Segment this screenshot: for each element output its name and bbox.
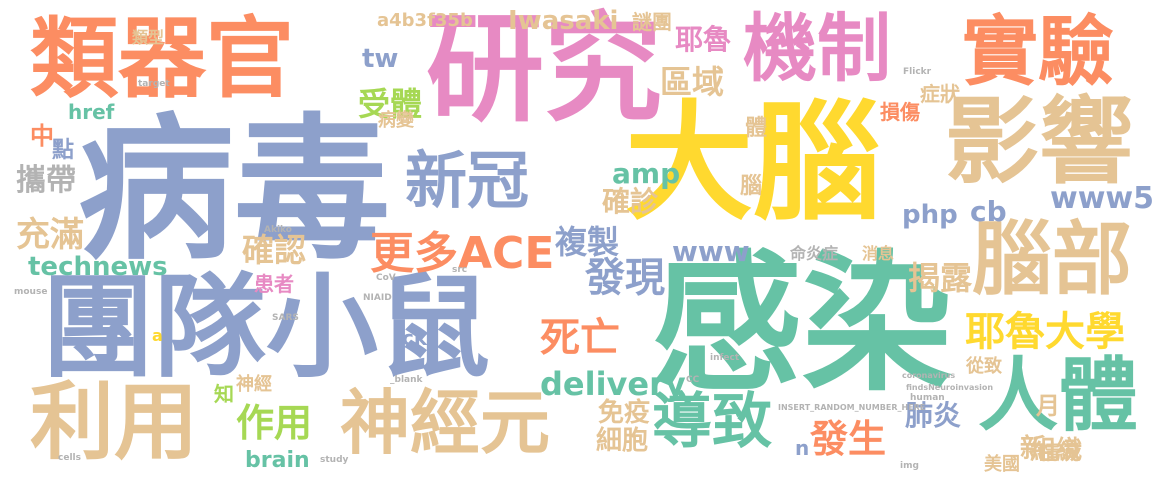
word-yelu: 耶魯 (675, 23, 732, 56)
word-php: php (902, 200, 958, 230)
word-chongman: 充滿 (16, 215, 84, 255)
word-nao: 腦 (740, 174, 763, 199)
word-shenjing: 神經 (236, 374, 272, 395)
word-zhengzhuang: 症狀 (920, 82, 960, 106)
word-xiaoxi: 消息 (862, 244, 895, 263)
word-img: img (900, 461, 919, 471)
word-technews: technews (28, 252, 168, 282)
word-leixing: 類型 (132, 28, 165, 47)
word-shouti: 受體 (358, 85, 423, 123)
word-fasheng: 發生 (810, 417, 887, 461)
word-ck: ck (402, 326, 428, 350)
word-blank: _blank (390, 375, 423, 385)
word-yingxiang: 影響 (945, 88, 1134, 197)
word-naobu: 腦部 (972, 213, 1132, 306)
word-feiyan: 肺炎 (905, 399, 962, 432)
word-tw: tw (362, 44, 399, 74)
word-www5: www5 (1050, 181, 1155, 216)
word-quyu: 區域 (660, 63, 725, 101)
word-cb: cb (970, 195, 1007, 228)
word-daozhi: 導致 (652, 387, 772, 457)
word-sunshang: 損傷 (880, 100, 920, 124)
word-dian: 點 (52, 138, 75, 163)
word-yue: 月 (1036, 392, 1060, 420)
word-study: study (320, 455, 349, 465)
word-mianyi: 免疫 (598, 398, 651, 428)
word-brain: brain (245, 448, 310, 473)
word-infect: infect (710, 353, 740, 363)
word-zuoyong: 作用 (236, 401, 313, 445)
word-delivery: delivery (540, 365, 686, 403)
word-www: www (672, 235, 750, 268)
word-xin: 新 (1020, 434, 1047, 464)
word-fuzhi: 複製 (555, 223, 620, 261)
word-ganran: 感染 (652, 238, 953, 412)
word-gengduo-ace: 更多ACE (370, 228, 555, 279)
word-leiqiguan: 類器官 (30, 7, 295, 110)
word-a4b3f35b: a4b3f35b (377, 10, 473, 31)
word-target: target (138, 79, 170, 89)
word-yanjiu: 研究 (426, 0, 663, 138)
word-ti: 體 (745, 116, 768, 141)
word-iwasaki: Iwasaki (508, 6, 619, 36)
word-flickr: Flickr (903, 67, 932, 77)
word-a: a (152, 326, 163, 345)
word-queren: 確認 (242, 231, 307, 269)
word-jielu: 揭露 (908, 259, 973, 297)
word-congzhi: 從致 (966, 356, 1002, 377)
word-xiedai: 攜帶 (16, 163, 76, 198)
word-zhi: 知 (214, 382, 234, 406)
word-mingyanzheng: 命炎症 (790, 244, 839, 263)
word-href: href (68, 100, 115, 124)
word-human: human (910, 393, 945, 403)
word-n: n (795, 436, 810, 460)
word-quezhen: 確診 (602, 185, 659, 218)
word-shiyan: 實驗 (962, 7, 1114, 96)
word-yelu-daxue: 耶魯大學 (965, 309, 1125, 355)
word-amp: amp (612, 157, 681, 190)
word-huanzhe: 患者 (254, 272, 294, 296)
word-xibao: 細胞 (596, 426, 649, 456)
word-bingbian: 病變 (378, 110, 414, 131)
word-tuandui: 團隊小鼠 (42, 263, 490, 393)
word-sars: SARS (272, 313, 299, 323)
word-cov: CoV (376, 273, 396, 283)
word-src: src (452, 265, 468, 275)
word-zuzhi: 組織 (1030, 436, 1083, 466)
word-siwang: 死亡 (540, 315, 620, 361)
word-qingkuang: 情況 (1040, 440, 1080, 464)
word-shenjingyuan: 神經元 (340, 382, 550, 464)
word-mituan: 謎團 (632, 10, 672, 34)
word-faxian: 發現 (585, 255, 665, 301)
word-findsneuroinvasion: findsNeuroinvasion (906, 383, 994, 392)
word-mouse: mouse (14, 287, 48, 297)
word-meiguo: 美國 (984, 454, 1020, 475)
word-akiko: Akiko (264, 225, 292, 235)
word-insert-random: INSERT_RANDOM_NUMBER_HERE (778, 403, 926, 412)
word-zhong: 中 (30, 122, 54, 150)
word-danao: 大腦 (625, 89, 882, 238)
word-xinguan: 新冠 (405, 144, 530, 217)
word-cc: CC (686, 375, 700, 385)
word-bingdu: 病毒 (78, 99, 390, 281)
word-cells: cells (58, 453, 81, 463)
word-liyong: 利用 (30, 373, 199, 471)
word-coronavirus: coronavirus (902, 371, 956, 380)
word-renti: 人體 (978, 349, 1138, 442)
word-niaid: NIAID (363, 293, 392, 303)
word-jizhi: 機制 (743, 6, 891, 92)
